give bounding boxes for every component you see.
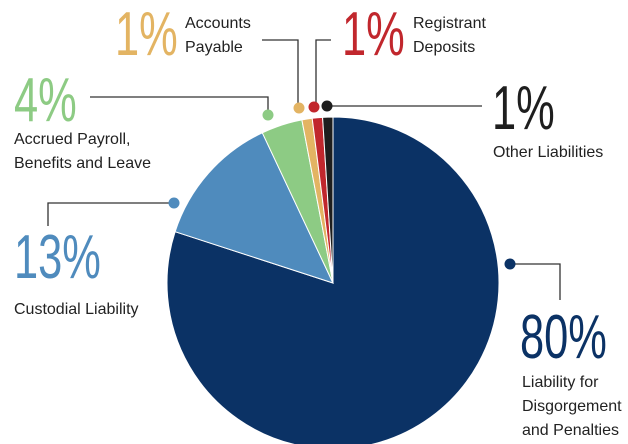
leader-line [510,263,561,300]
percent-label: 13% [14,223,101,292]
slice-label: Custodial Liability [14,301,139,318]
leader-dot [168,197,180,209]
leader-line [262,39,299,108]
slice-label: Other Liabilities [493,144,604,161]
leader-line [90,96,269,115]
slice-label: Accrued Payroll, Benefits and Leave [14,131,151,172]
percent-label: 1% [342,0,405,69]
percent-label: 1% [492,74,555,143]
pie-slice [174,132,334,284]
slice-label: Accounts Payable [185,15,251,56]
percent-label: 4% [14,66,77,135]
leader-line [47,202,174,226]
leader-dot [293,102,305,114]
slice-label: Registrant Deposits [413,15,486,56]
leader-line [315,39,331,107]
percent-label: 1% [115,0,178,69]
pie-slice [322,116,334,284]
slice-label: Liability for Disgorgement and Penalties [522,374,622,439]
leader-dot [504,258,516,270]
pie-slice [166,116,500,444]
leader-dot [262,109,274,121]
percent-label: 80% [520,303,607,372]
leader-dot [321,100,333,112]
leader-dot [308,101,320,113]
